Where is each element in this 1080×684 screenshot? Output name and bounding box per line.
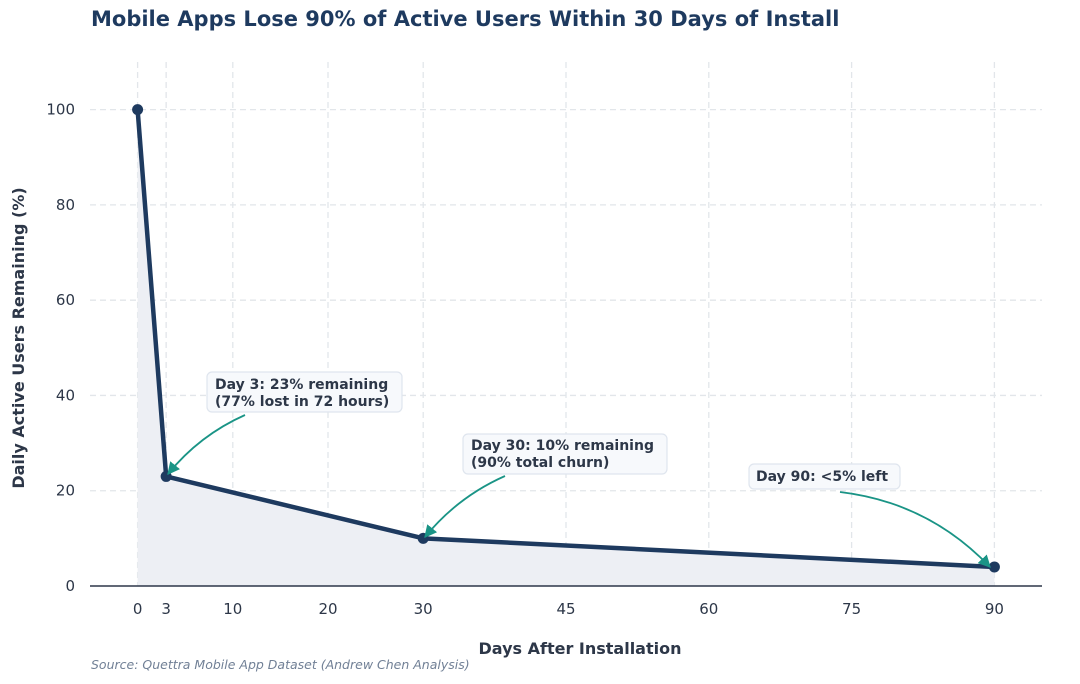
annotation-arrow (167, 414, 246, 475)
y-axis-label: Daily Active Users Remaining (%) (9, 187, 28, 488)
annotation-text: Day 90: <5% left (756, 469, 888, 485)
x-tick-label: 3 (161, 600, 171, 618)
y-tick-label: 0 (65, 577, 75, 595)
annotation-text: Day 30: 10% remaining (471, 438, 654, 454)
x-axis-label: Days After Installation (478, 639, 681, 658)
y-tick-label: 20 (56, 482, 75, 500)
annotation-box (206, 371, 403, 413)
x-tick-label: 60 (699, 600, 718, 618)
y-tick-label: 100 (46, 101, 75, 119)
y-tick-label: 60 (56, 291, 75, 309)
y-tick-label: 80 (56, 196, 75, 214)
y-tick-label: 40 (56, 386, 75, 404)
x-tick-label: 45 (556, 600, 575, 618)
area-fill (137, 109, 995, 587)
source-note: Source: Quettra Mobile App Dataset (Andr… (91, 657, 470, 672)
annotation-text: (90% total churn) (471, 455, 609, 471)
data-point (132, 104, 144, 116)
annotation-text: Day 3: 23% remaining (215, 377, 388, 393)
x-tick-label: 20 (318, 600, 337, 618)
series-line (135, 107, 997, 570)
x-tick-label: 10 (223, 600, 242, 618)
x-tick-label: 0 (133, 600, 143, 618)
annotation-box (748, 463, 901, 490)
x-tick-label: 75 (842, 600, 861, 618)
x-tick-label: 90 (985, 600, 1004, 618)
annotation-arrow (424, 475, 506, 538)
x-tick-label: 30 (414, 600, 433, 618)
annotation-box (462, 433, 668, 475)
annotation-text: (77% lost in 72 hours) (215, 394, 389, 410)
data-point (988, 561, 1000, 573)
annotation-arrow (839, 491, 991, 568)
chart-title: Mobile Apps Lose 90% of Active Users Wit… (91, 7, 840, 31)
